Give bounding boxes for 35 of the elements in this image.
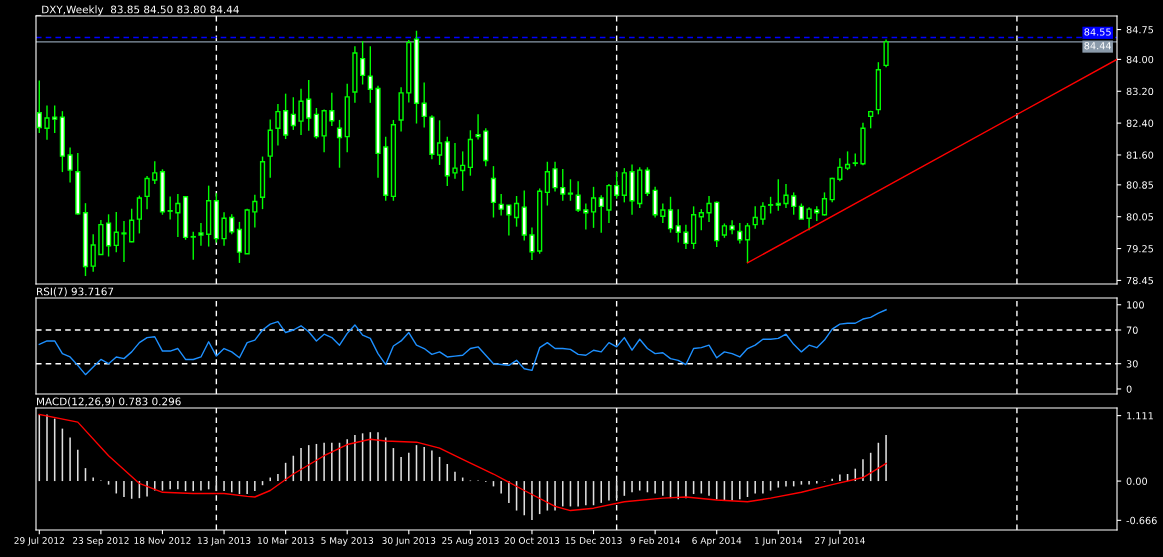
- x-tick-label: 1 Jun 2014: [755, 537, 803, 546]
- ref-line-label: 84.44: [1084, 42, 1112, 50]
- y-tick-label: 0.00: [1126, 477, 1148, 485]
- chart-title: RSI(7) 93.7167: [37, 287, 114, 297]
- chart-title: MACD(12,26,9) 0.783 0.296: [37, 397, 181, 407]
- y-tick-label: 83.20: [1126, 87, 1154, 96]
- chart-title: _DXY,Weekly 83.85 84.50 83.80 84.44: [35, 5, 239, 16]
- x-tick-label: 23 Sep 2012: [72, 537, 129, 546]
- x-tick-label: 10 Mar 2013: [258, 537, 314, 544]
- y-tick-label: 81.60: [1126, 151, 1154, 159]
- x-tick-label: 27 Jul 2014: [814, 536, 865, 546]
- y-tick-label: 79.25: [1126, 245, 1154, 253]
- x-tick-label: 15 Dec 2013: [565, 537, 622, 544]
- y-tick-label: 80.85: [1126, 181, 1154, 189]
- y-tick-label: 30: [1126, 360, 1138, 368]
- y-tick-label: 82.40: [1126, 119, 1154, 127]
- y-tick-label: -0.666: [1126, 516, 1157, 525]
- y-tick-label: 0: [1126, 385, 1132, 393]
- x-tick-label: 5 May 2013: [321, 537, 374, 546]
- y-tick-label: 84.00: [1126, 55, 1154, 64]
- x-tick-label: 13 Jan 2013: [197, 537, 251, 546]
- y-tick-label: 100: [1127, 301, 1144, 309]
- y-tick-label: 84.75: [1126, 26, 1154, 34]
- x-tick-label: 9 Feb 2014: [630, 536, 680, 544]
- y-tick-label: 78.45: [1126, 276, 1154, 285]
- y-tick-label: 80.05: [1126, 213, 1154, 221]
- x-tick-label: 30 Jun 2013: [382, 537, 436, 546]
- y-tick-label: 1.111: [1127, 412, 1153, 420]
- x-tick-label: 29 Jul 2012: [14, 536, 64, 546]
- ref-line-label: 84.55: [1084, 28, 1111, 36]
- x-tick-label: 25 Aug 2013: [442, 537, 499, 546]
- y-tick-label: 70: [1126, 326, 1138, 334]
- x-tick-label: 20 Oct 2013: [504, 537, 560, 544]
- x-tick-label: 18 Nov 2012: [134, 537, 191, 544]
- x-tick-label: 6 Apr 2014: [692, 537, 742, 546]
